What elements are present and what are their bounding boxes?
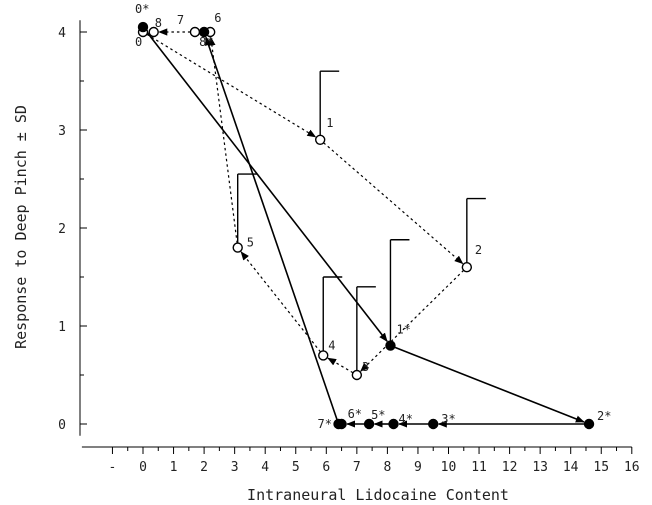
point-7 <box>189 26 201 38</box>
dotted-arrow-4-to-5 <box>240 251 321 353</box>
x-tick-label: 11 <box>471 460 487 475</box>
point-5* <box>363 418 375 430</box>
point-8* <box>198 26 210 38</box>
y-tick-label: 4 <box>58 26 66 41</box>
point-1* <box>385 340 396 351</box>
point-8 <box>148 26 159 38</box>
point-label-0*: 0* <box>135 2 149 16</box>
point-5 <box>232 242 243 253</box>
x-tick-label: 8 <box>383 460 391 475</box>
error-bars <box>237 70 486 371</box>
point-label-7*: 7* <box>318 417 332 431</box>
x-tick-label: 14 <box>563 460 579 475</box>
dotted-arrow-3-to-4 <box>327 357 354 374</box>
y-tick-label: 2 <box>58 222 66 237</box>
dotted-arrow-0-to-1 <box>146 33 317 138</box>
x-tick-label: 13 <box>532 460 548 475</box>
point-label-6*: 6* <box>348 407 362 421</box>
x-tick-label: 10 <box>441 460 457 475</box>
point-label-5: 5 <box>247 236 254 250</box>
point-7* <box>333 418 344 430</box>
x-tick-label: 3 <box>231 460 239 475</box>
y-tick-label: 0 <box>58 418 66 433</box>
point-2 <box>461 262 473 273</box>
x-tick-label: 0 <box>139 460 147 475</box>
point-label-5*: 5* <box>371 408 385 422</box>
x-tick-label: 12 <box>502 460 518 475</box>
y-tick-label: 1 <box>58 320 66 335</box>
solid-arrow-0*-to-1* <box>145 30 388 342</box>
x-tick-label: 7 <box>353 460 361 475</box>
point-0* <box>137 21 149 33</box>
point-label-1*: 1* <box>396 323 410 337</box>
y-tick-label: 3 <box>58 124 66 139</box>
point-1 <box>314 134 326 146</box>
point-label-8*: 8* <box>199 35 213 49</box>
x-tick-label: 15 <box>593 460 609 475</box>
solid-arrow-1*-to-2* <box>394 346 585 423</box>
x-tick-label: - <box>109 460 117 475</box>
point-4 <box>318 350 329 361</box>
point-label-8: 8 <box>155 16 162 30</box>
x-tick-label: 4 <box>261 460 269 475</box>
point-label-3: 3 <box>362 360 369 374</box>
x-tick-label: 1 <box>170 460 178 475</box>
x-tick-label: 2 <box>200 460 208 475</box>
y-axis-title: Response to Deep Pinch ± SD <box>12 105 30 349</box>
point-2* <box>583 418 595 430</box>
series-lines <box>145 28 585 428</box>
point-label-4*: 4* <box>399 412 413 426</box>
solid-arrow-7*-to-8* <box>205 36 338 421</box>
point-labels: 0 1 2 3 4 5 6 7 8 0* 1* 2* 3* 4* 5* 6* 7* 8* <box>135 2 611 431</box>
point-4* <box>388 418 399 430</box>
x-tick-label: 6 <box>322 460 330 475</box>
point-3 <box>351 369 363 381</box>
dotted-arrow-5-to-6 <box>208 36 238 244</box>
point-label-2: 2 <box>475 243 482 257</box>
dotted-arrow-2-to-3 <box>360 269 465 372</box>
point-label-1: 1 <box>326 116 333 130</box>
point-label-7: 7 <box>177 13 184 27</box>
dotted-arrow-1-to-2 <box>323 142 464 265</box>
point-label-2*: 2* <box>597 409 611 423</box>
point-label-6: 6 <box>214 11 221 25</box>
point-label-0: 0 <box>135 35 142 49</box>
point-3* <box>428 418 439 430</box>
x-tick-label: 9 <box>414 460 422 475</box>
x-tick-label: 16 <box>624 460 640 475</box>
x-tick-label: 5 <box>292 460 300 475</box>
point-label-4: 4 <box>328 338 335 352</box>
point-label-3*: 3* <box>441 412 455 426</box>
data-points <box>137 21 595 430</box>
x-axis-title: Intraneural Lidocaine Content <box>247 486 509 504</box>
